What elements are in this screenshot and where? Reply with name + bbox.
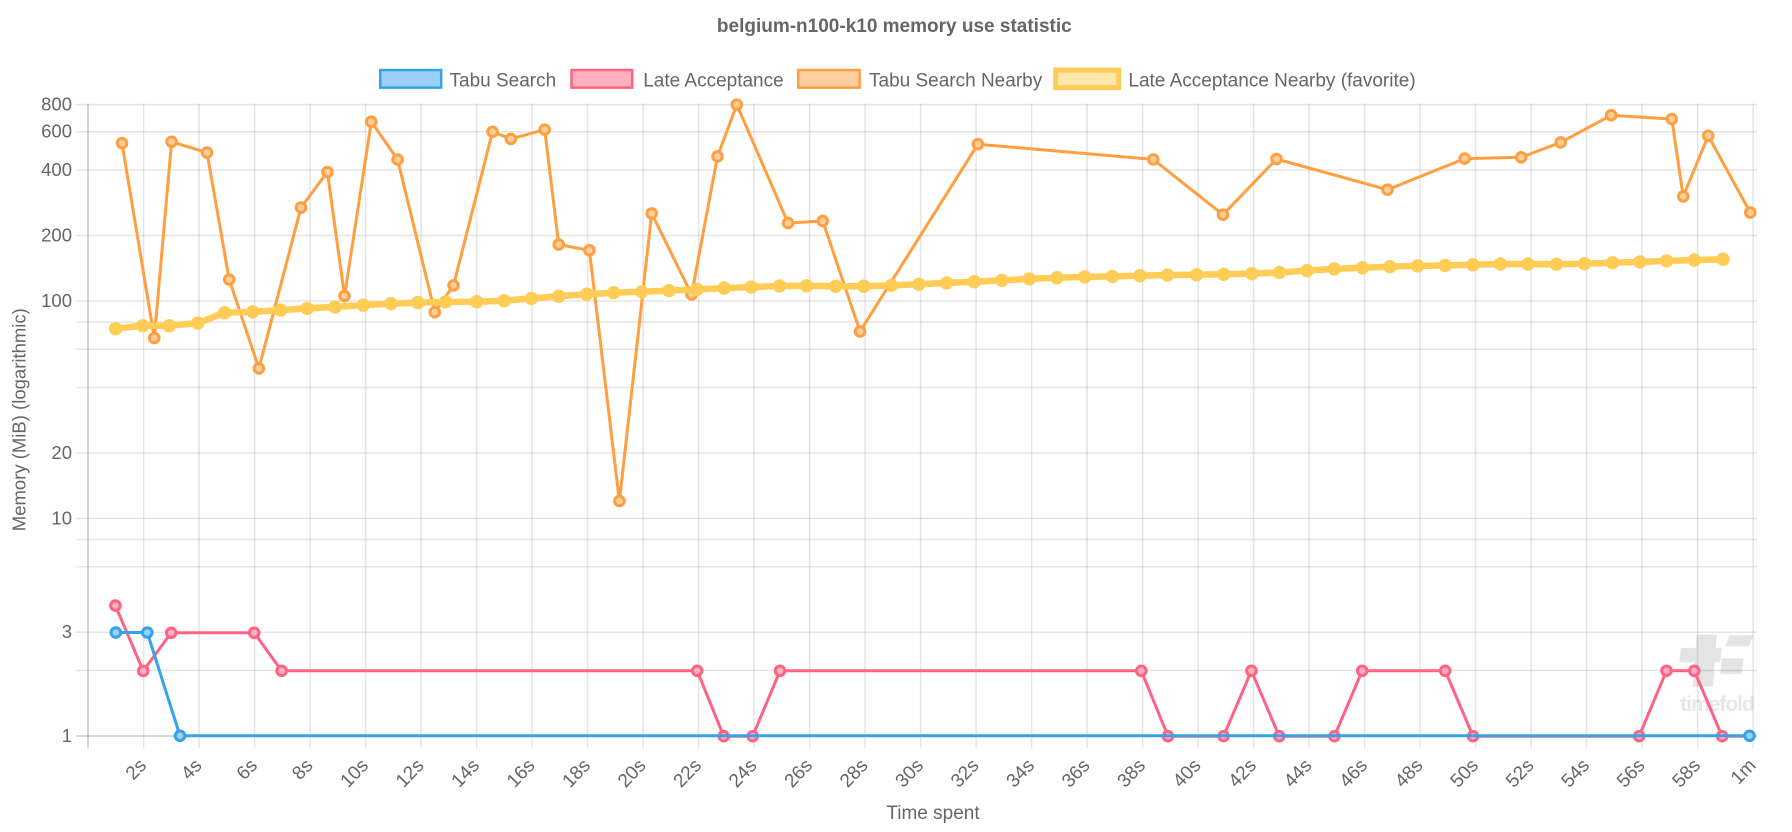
- svg-text:Time spent: Time spent: [886, 803, 980, 824]
- svg-text:200: 200: [41, 224, 72, 245]
- svg-text:20: 20: [51, 442, 72, 463]
- svg-text:1: 1: [62, 725, 72, 746]
- svg-text:3: 3: [62, 621, 72, 642]
- svg-text:Tabu Search: Tabu Search: [450, 70, 557, 91]
- svg-text:600: 600: [41, 121, 72, 142]
- svg-text:Late Acceptance: Late Acceptance: [643, 70, 784, 91]
- svg-text:800: 800: [41, 93, 72, 114]
- svg-text:Memory (MiB) (logarithmic): Memory (MiB) (logarithmic): [8, 308, 29, 531]
- svg-text:100: 100: [41, 290, 72, 311]
- svg-text:400: 400: [41, 159, 72, 180]
- svg-text:Late Acceptance Nearby (favori: Late Acceptance Nearby (favorite): [1128, 70, 1415, 91]
- svg-text:10: 10: [51, 507, 72, 528]
- svg-text:belgium-n100-k10 memory use st: belgium-n100-k10 memory use statistic: [717, 16, 1072, 37]
- svg-text:timefold: timefold: [1680, 693, 1754, 716]
- svg-text:Tabu Search Nearby: Tabu Search Nearby: [869, 70, 1043, 91]
